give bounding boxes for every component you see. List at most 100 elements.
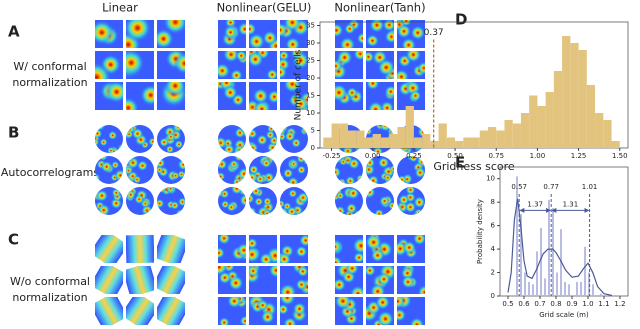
blob — [284, 130, 296, 142]
heatmap-tile — [157, 82, 185, 110]
blob — [97, 203, 111, 215]
tile-content — [95, 235, 123, 263]
x-tick-label: 0.00 — [365, 152, 381, 160]
heatmap-tile — [397, 187, 425, 215]
blob — [379, 195, 390, 207]
heatmap-tile — [126, 20, 154, 48]
blob — [295, 278, 308, 291]
blob — [397, 297, 406, 309]
blob — [233, 148, 242, 153]
blob — [136, 160, 149, 172]
x-tick-label: 0.6 — [518, 300, 530, 308]
heatmap-tile — [397, 266, 425, 294]
blob — [280, 283, 297, 294]
tile-content — [335, 297, 363, 325]
heatmap-tile — [366, 51, 394, 79]
tile-content — [157, 51, 185, 79]
heatmap-tile — [95, 187, 123, 215]
heatmap-tile — [397, 51, 425, 79]
y-tick-label: 20 — [306, 74, 315, 82]
blob — [401, 37, 417, 48]
blob — [157, 165, 164, 174]
heatmap-tile — [335, 187, 363, 215]
heatmap-tile — [280, 51, 308, 79]
bar — [544, 278, 546, 296]
blob — [236, 242, 246, 258]
blob — [180, 156, 185, 161]
tile-content — [366, 51, 394, 79]
blob — [249, 22, 257, 36]
blob — [218, 136, 228, 150]
blob — [414, 166, 425, 179]
blob — [166, 187, 175, 194]
blob — [376, 310, 394, 325]
blob — [226, 297, 242, 309]
tile-content — [249, 266, 277, 294]
blob — [95, 125, 106, 132]
blob — [222, 85, 238, 101]
bar — [603, 120, 612, 148]
heatmap-tile — [126, 156, 154, 184]
blob — [344, 23, 356, 35]
blob — [366, 126, 373, 136]
blob — [366, 51, 375, 63]
tile-content — [126, 266, 154, 294]
blob — [296, 165, 307, 175]
stripe — [157, 266, 185, 294]
blob — [100, 160, 113, 173]
tile-content — [366, 156, 394, 184]
blob — [111, 187, 122, 198]
y-tick-label: 35 — [306, 22, 315, 30]
heatmap-tile — [280, 235, 308, 263]
blob — [95, 20, 115, 46]
tile-content — [335, 235, 363, 263]
blob — [388, 201, 394, 210]
heatmap-tile — [157, 125, 185, 153]
heatmap-tile — [249, 156, 277, 184]
tile-content — [126, 187, 154, 215]
tile-content — [95, 187, 123, 215]
heatmap-tile — [366, 20, 394, 48]
heatmap-tile — [126, 266, 154, 294]
blob — [157, 198, 165, 209]
bar — [372, 134, 381, 148]
x-tick-label: 1.2 — [614, 300, 625, 308]
blob — [349, 285, 363, 294]
blob — [374, 208, 384, 215]
tile-content — [366, 297, 394, 325]
blob — [346, 187, 360, 200]
blob — [95, 138, 100, 147]
blob — [249, 246, 261, 263]
blob — [367, 100, 385, 110]
stripe — [95, 297, 123, 325]
tile-content — [126, 297, 154, 325]
blob — [239, 193, 246, 207]
blob — [107, 130, 118, 141]
blob — [159, 137, 170, 148]
blob — [95, 189, 109, 203]
bar — [455, 141, 464, 148]
bar — [479, 130, 488, 148]
tile-content — [218, 187, 246, 215]
heatmap-tile — [249, 51, 277, 79]
tile-content — [280, 187, 308, 215]
blob — [417, 284, 425, 294]
blob — [99, 138, 108, 147]
y-tick-label: 30 — [306, 39, 315, 47]
bar — [413, 137, 423, 148]
heatmap-tile — [280, 82, 308, 110]
row-label: W/o conformal — [10, 275, 90, 288]
column-header: Nonlinear(GELU) — [217, 1, 312, 15]
blob — [366, 187, 376, 199]
bar — [529, 95, 538, 148]
heatmap-tile — [366, 297, 394, 325]
x-tick-label: 1.00 — [530, 152, 546, 160]
blob — [382, 20, 394, 32]
blob — [383, 173, 392, 183]
tile-content — [218, 235, 246, 263]
heatmap-tile — [95, 235, 123, 263]
heatmap-tile — [249, 187, 277, 215]
x-tick-label: 0.9 — [566, 300, 577, 308]
bar — [548, 199, 550, 296]
heatmap-tile — [335, 51, 363, 79]
